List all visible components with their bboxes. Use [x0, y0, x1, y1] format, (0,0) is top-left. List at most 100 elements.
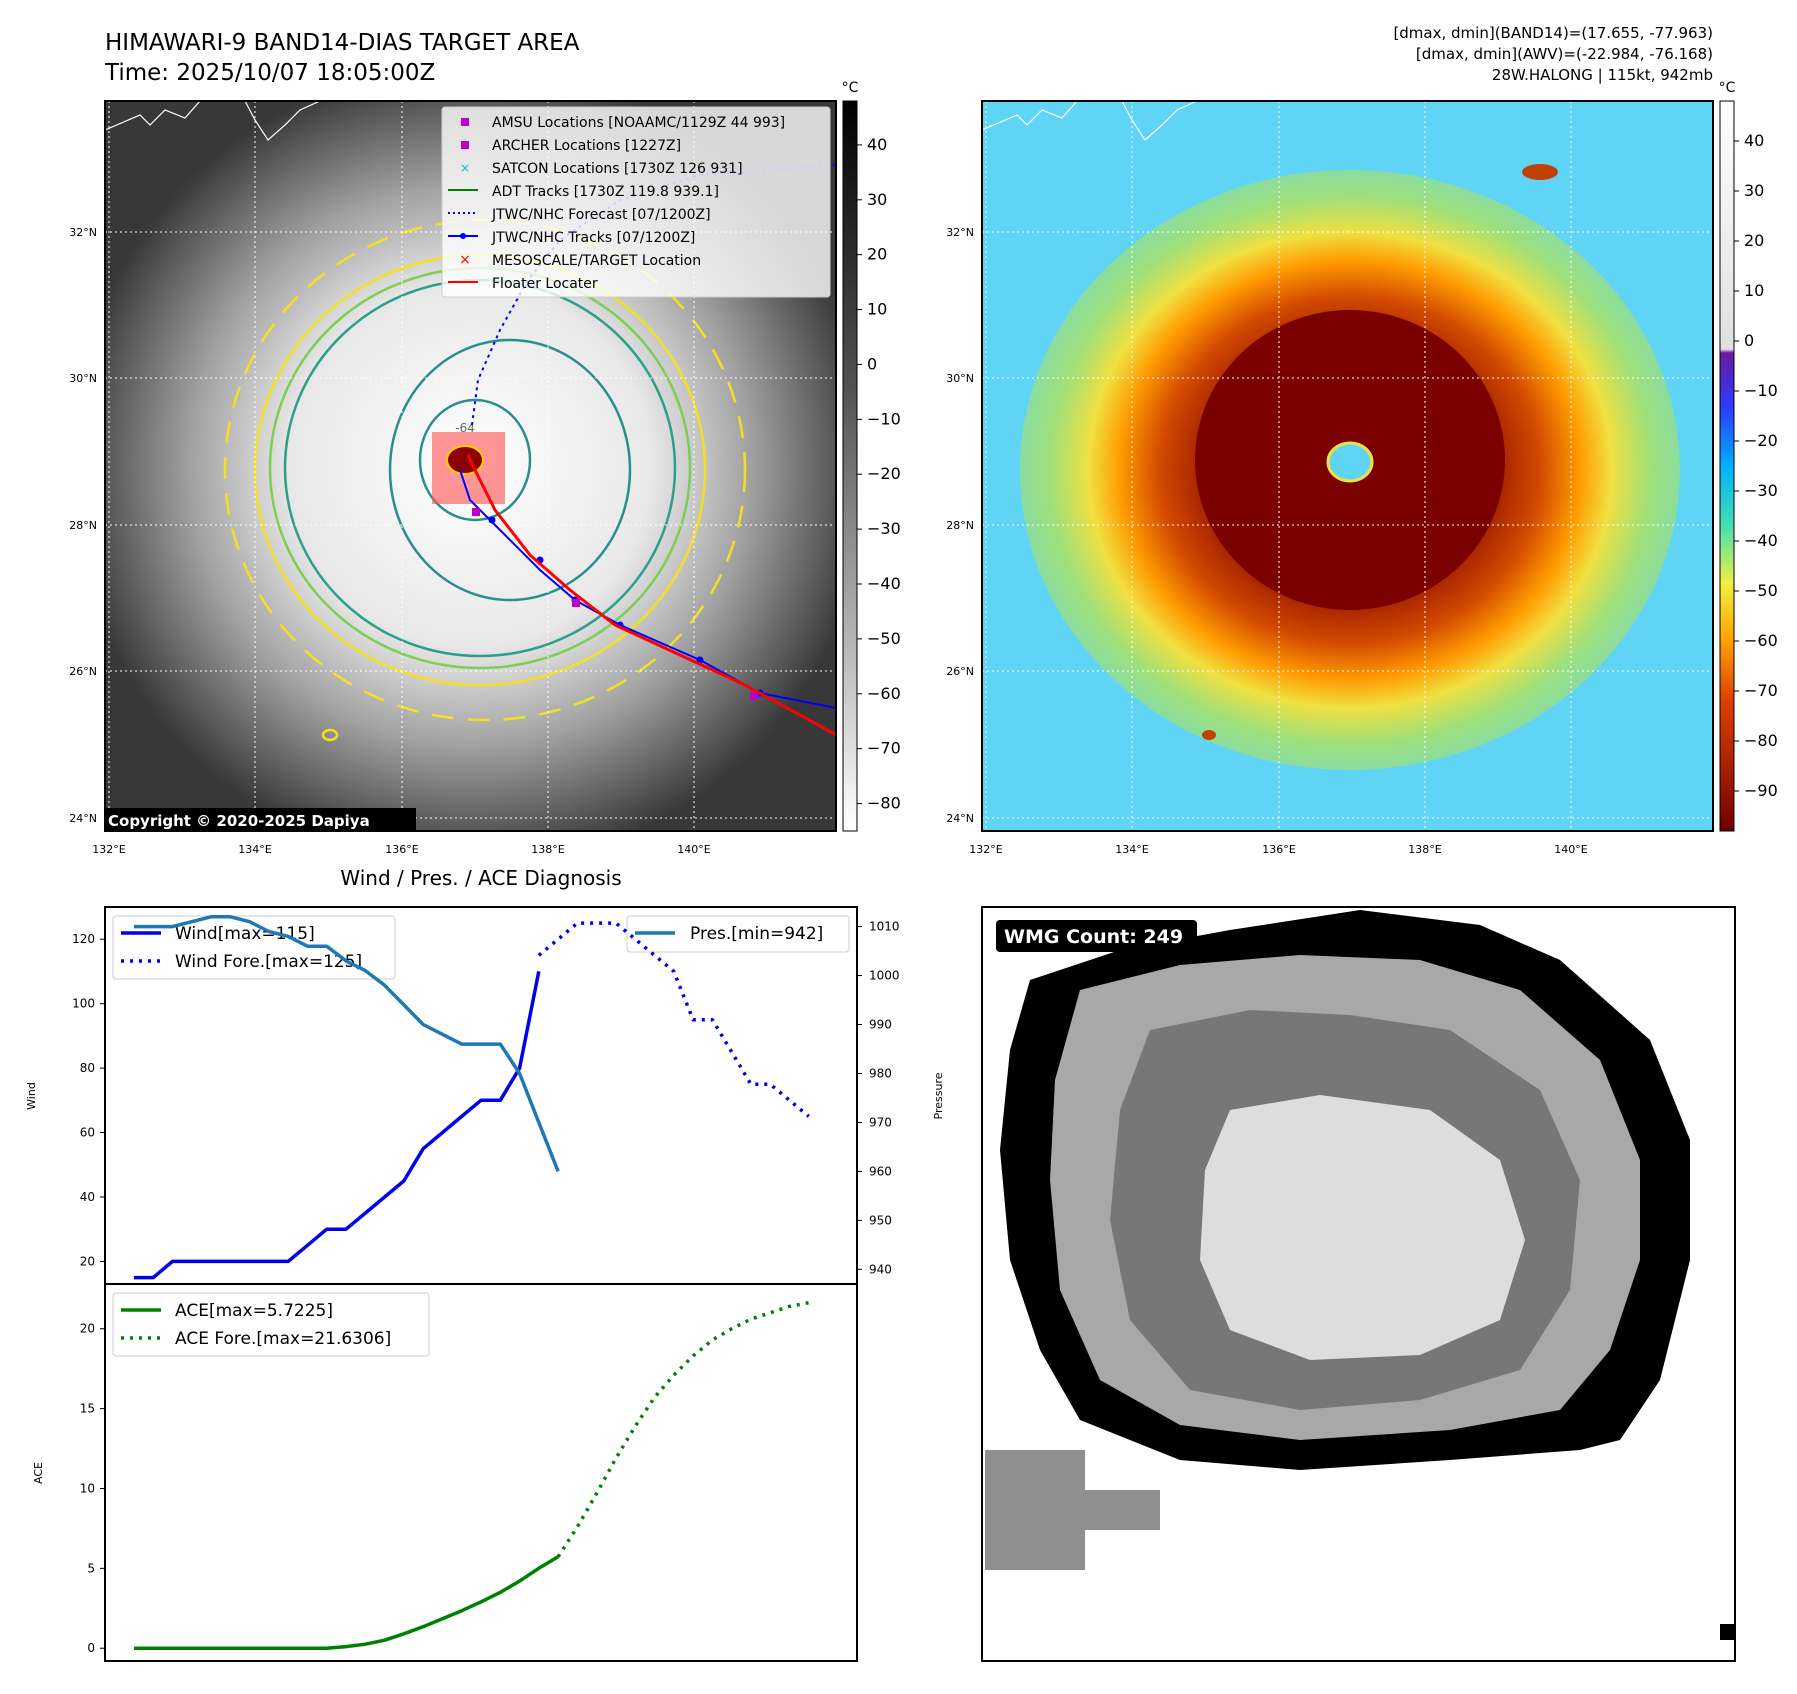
colorbar-right-tick-label: −20 [1744, 431, 1778, 450]
eye-contour [446, 445, 484, 475]
legend-label: Wind Fore.[max=125] [175, 952, 362, 972]
legend-label: Floater Locater [492, 276, 598, 292]
colorbar-right-tick-label: −50 [1744, 581, 1778, 600]
wind-legend: Wind[max=115] Wind Fore.[max=125] [112, 915, 396, 980]
wind-ytick-label: 100 [72, 997, 95, 1011]
legend-box [441, 106, 831, 298]
wmg-panel: WMG Count: 249 [981, 906, 1736, 1662]
colorbar-right-tick-label: −60 [1744, 631, 1778, 650]
lat-label: 32°N [946, 226, 974, 239]
wind-ytick-label: 40 [80, 1190, 95, 1204]
colorbar-right-tick-label: 40 [1744, 131, 1764, 150]
lat-label: 28°N [69, 519, 97, 532]
pressure-ytick-label: 1010 [869, 920, 900, 934]
lon-labels: 132°E 134°E 136°E 138°E 140°E [92, 843, 710, 856]
colorbar-left-gradient [842, 100, 858, 832]
lon-label: 132°E [969, 843, 1002, 856]
pressure-ytick-label: 940 [869, 1262, 892, 1276]
ace-ytick-label: 20 [80, 1322, 95, 1336]
pressure-line [133, 915, 560, 1173]
map-legend: × × AMSU Locations [NOAAMC/1129Z 44 993]… [441, 106, 831, 298]
lat-label: 26°N [946, 665, 974, 678]
colorbar-left-tick-label: −30 [867, 519, 901, 538]
ace-chart: ACE ACE[max=5.7225] ACE Fore.[max=21.630… [32, 1283, 858, 1662]
coastline [105, 101, 321, 141]
wmg-lower-left-patch [985, 1450, 1160, 1570]
lat-labels: 32°N 30°N 28°N 26°N 24°N [69, 226, 97, 825]
lat-labels: 32°N 30°N 28°N 26°N 24°N [946, 226, 974, 825]
cloud-cell [1202, 730, 1216, 740]
coastline [982, 101, 1198, 141]
lon-label: 132°E [92, 843, 125, 856]
wind-ytick-label: 80 [80, 1061, 95, 1075]
wmg-corner-pixel [1720, 1624, 1734, 1640]
pressure-legend-box [626, 915, 850, 953]
figure-title: HIMAWARI-9 BAND14-DIAS TARGET AREA [105, 30, 580, 56]
colorbar-right-tick-label: 0 [1744, 331, 1754, 350]
lon-label: 138°E [531, 843, 564, 856]
legend-label: ACE Fore.[max=21.6306] [175, 1329, 391, 1349]
colorbar-left: °C 40 30 20 10 0 −10 −20 −30 −40 −50 −60 −70 −80 [842, 80, 901, 832]
legend-label: JTWC/NHC Tracks [07/1200Z] [491, 230, 695, 246]
wmg-eye [1200, 1095, 1525, 1360]
lon-label: 136°E [1262, 843, 1295, 856]
stats-storm: 28W.HALONG | 115kt, 942mb [1492, 66, 1713, 84]
figure-time: Time: 2025/10/07 18:05:00Z [104, 60, 435, 86]
lat-label: 26°N [69, 665, 97, 678]
legend-marker-satcon: × [460, 161, 470, 175]
legend-marker-tracks-dot [460, 233, 466, 239]
colorbar-left-tick-label: −10 [867, 409, 901, 428]
legend-label: MESOSCALE/TARGET Location [492, 253, 701, 269]
pressure-ytick-label: 970 [869, 1115, 892, 1129]
colorbar-right-tick-label: −80 [1744, 731, 1778, 750]
copyright-box [105, 808, 416, 831]
colorbar-right-tick-label: 30 [1744, 181, 1764, 200]
pressure-ytick-label: 990 [869, 1018, 892, 1032]
ir-map-right: 32°N 30°N 28°N 26°N 24°N 132°E 134°E 136… [946, 100, 1714, 856]
colorbar-right: °C 40 30 20 10 0 −10 −20 −30 −40 −50 −60 −70 −80 −90 [1719, 80, 1778, 832]
colorbar-right-tick-label: −90 [1744, 781, 1778, 800]
wind-legend-box [112, 915, 396, 980]
legend-label: JTWC/NHC Forecast [07/1200Z] [491, 207, 711, 223]
pressure-ytick-label: 1000 [869, 969, 900, 983]
colorbar-right-gradient [1719, 100, 1735, 832]
colorbar-left-tick-label: 40 [867, 135, 887, 154]
legend-label: SATCON Locations [1730Z 126 931] [492, 161, 743, 177]
lon-label: 136°E [385, 843, 418, 856]
colorbar-left-tick-label: 20 [867, 245, 887, 264]
legend-label: ADT Tracks [1730Z 119.8 939.1] [492, 184, 719, 200]
ir-map-left: -64 × [69, 100, 837, 856]
lon-label: 138°E [1408, 843, 1441, 856]
copyright-text: Copyright © 2020-2025 Dapiya [108, 812, 370, 830]
colorbar-left-tick-label: −70 [867, 739, 901, 758]
colorbar-left-tick-label: −50 [867, 629, 901, 648]
stats-awv: [dmax, dmin](AWV)=(-22.984, -76.168) [1416, 45, 1713, 63]
lat-label: 24°N [946, 812, 974, 825]
legend-marker-archer [461, 141, 469, 149]
wmg-count-box [996, 920, 1197, 952]
lat-label: 32°N [69, 226, 97, 239]
pressure-axis-label: Pressure [932, 1072, 945, 1119]
legend-label: Wind[max=115] [175, 924, 315, 944]
wind-ytick-label: 60 [80, 1126, 95, 1140]
legend-label: AMSU Locations [NOAAMC/1129Z 44 993] [492, 115, 785, 131]
ace-ytick-label: 15 [80, 1402, 95, 1416]
colorbar-right-tick-label: −30 [1744, 481, 1778, 500]
lon-labels: 132°E 134°E 136°E 138°E 140°E [969, 843, 1587, 856]
colorbar-left-tick-label: −80 [867, 794, 901, 813]
colorbar-left-tick-label: −60 [867, 684, 901, 703]
amsu-points [472, 508, 758, 700]
wind-forecast-line [537, 921, 810, 1118]
legend-marker-target: × [459, 252, 471, 268]
lat-label: 24°N [69, 812, 97, 825]
colorbar-right-tick-label: −10 [1744, 381, 1778, 400]
storm-eye [1326, 441, 1374, 483]
pressure-ytick-label: 980 [869, 1066, 892, 1080]
colorbar-right-tick-label: −70 [1744, 681, 1778, 700]
ace-forecast-line [556, 1300, 810, 1558]
colorbar-left-tick-label: 10 [867, 300, 887, 319]
wind-pressure-chart: Wind Pressure Wind[max=115] Wind Fore.[m… [25, 906, 945, 1285]
lon-label: 140°E [1554, 843, 1587, 856]
legend-label: ARCHER Locations [1227Z] [492, 138, 681, 154]
